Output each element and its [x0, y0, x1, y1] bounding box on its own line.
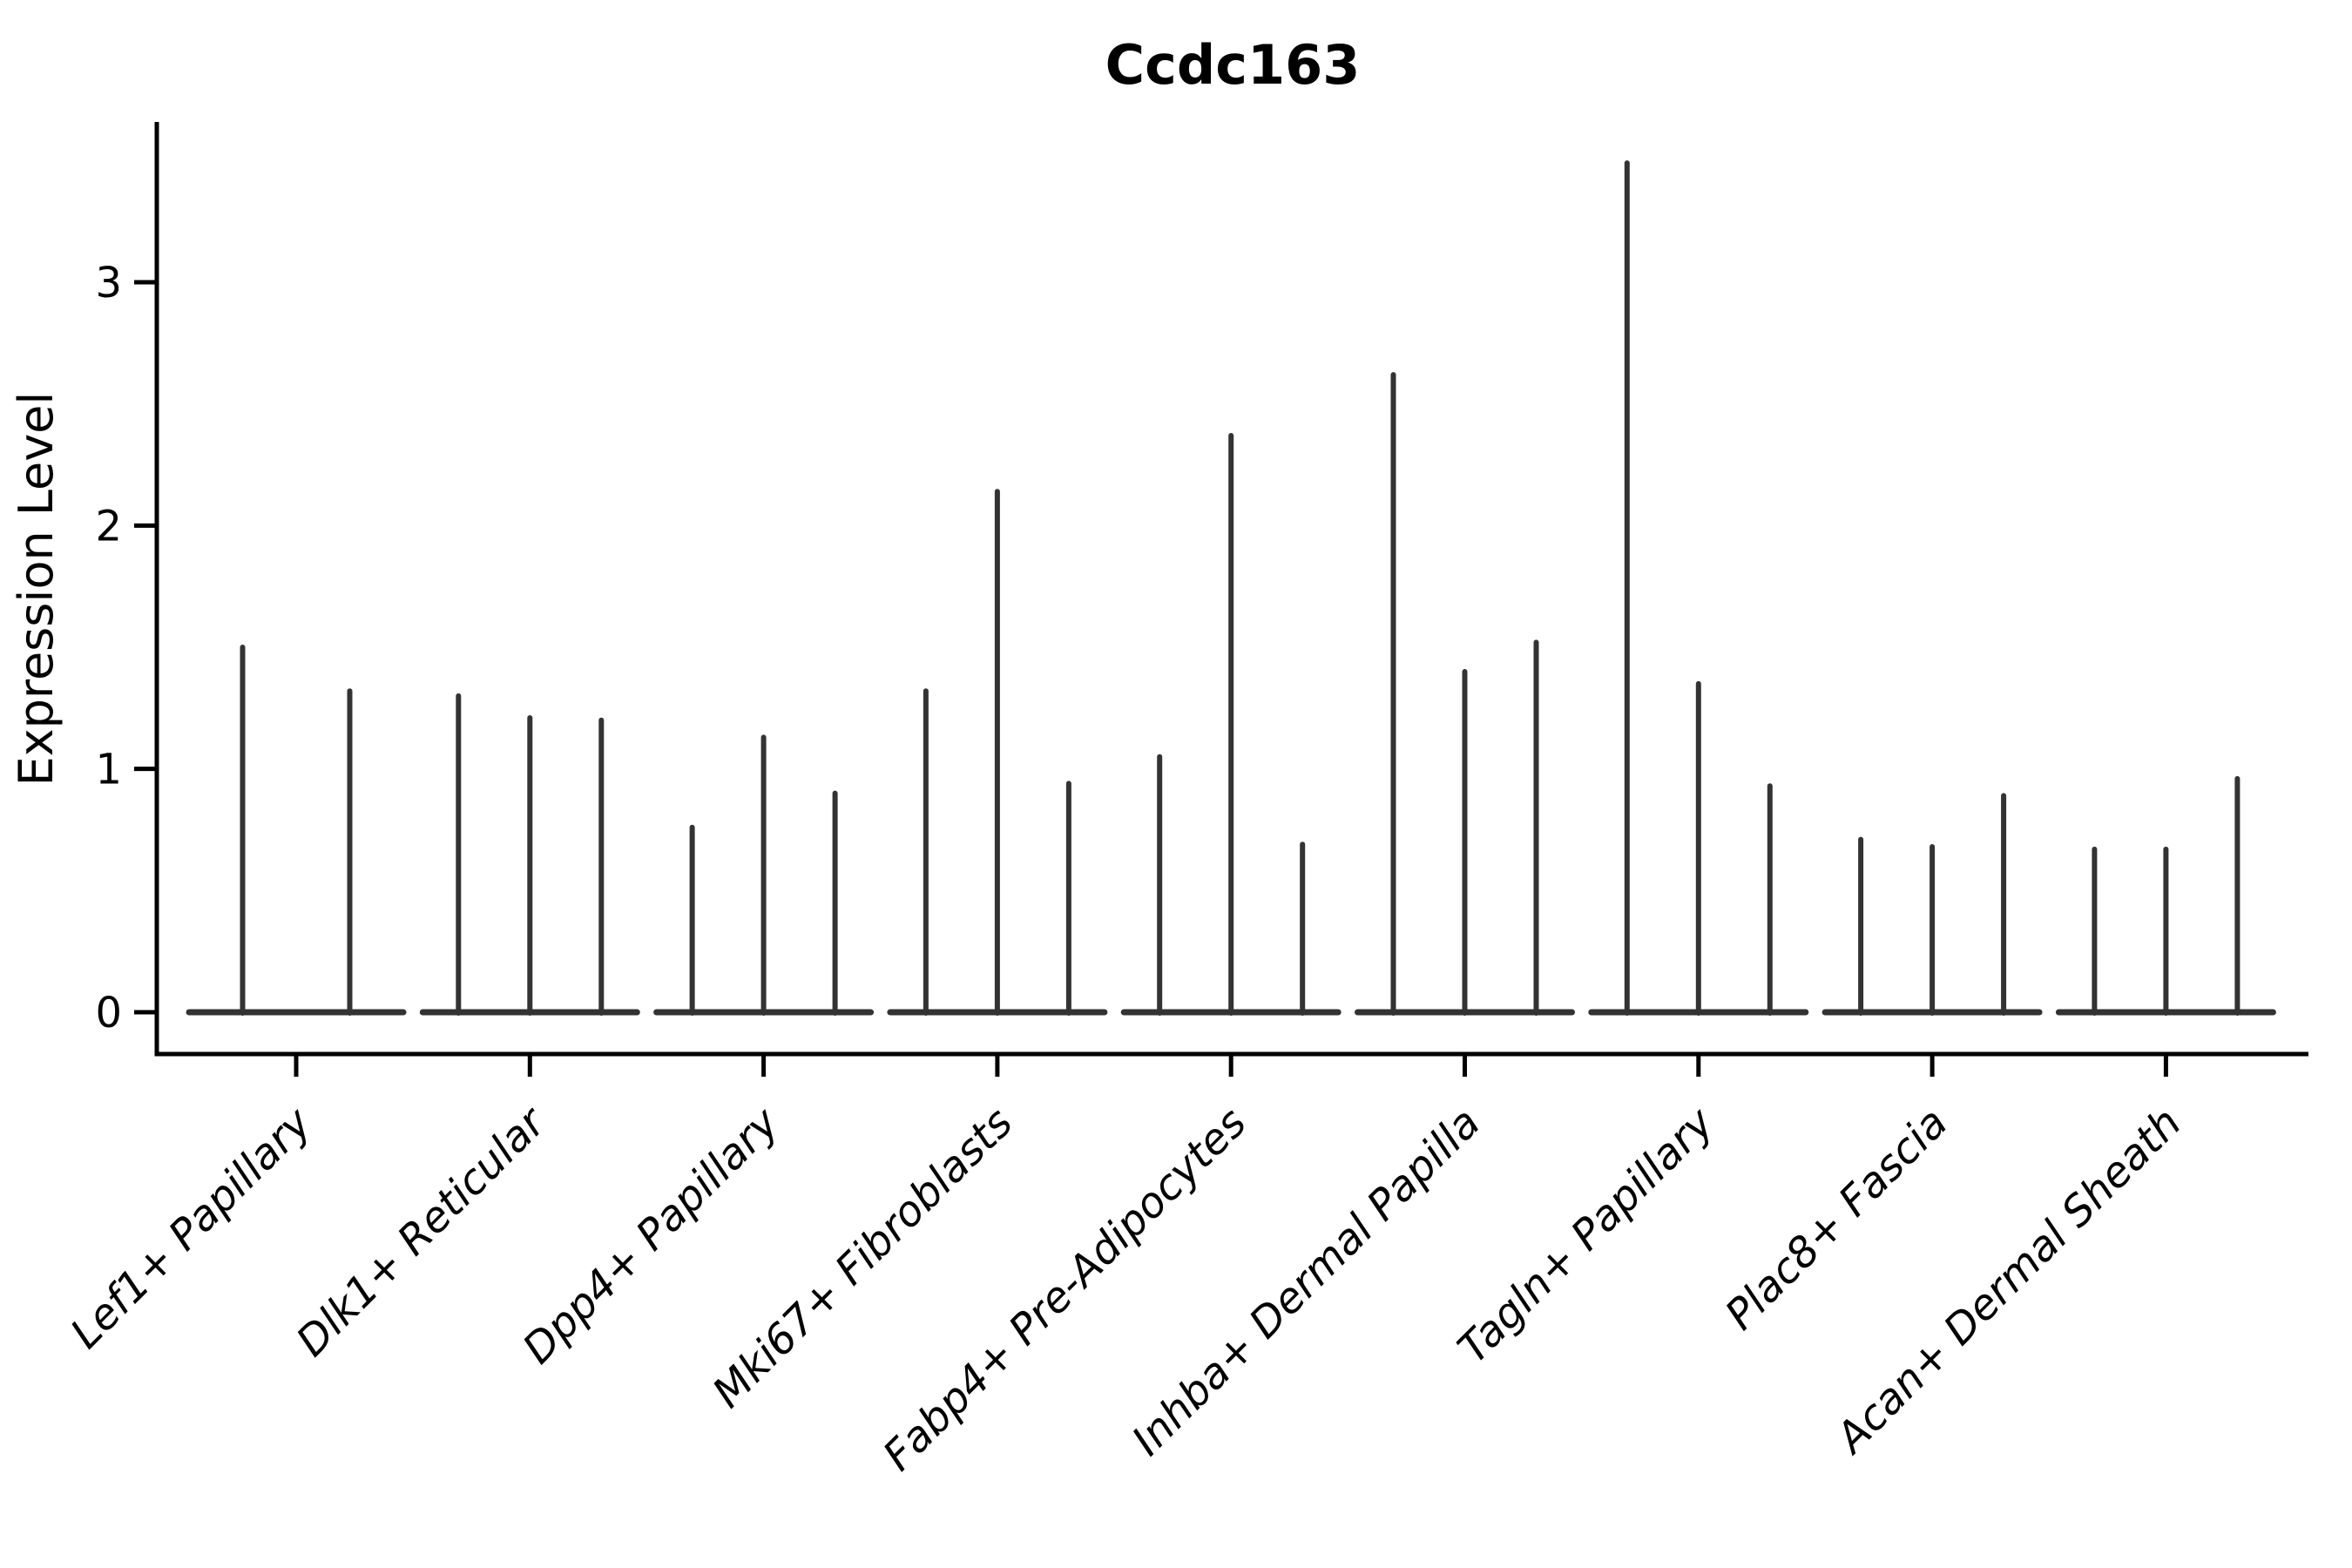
violin-group: [186, 645, 407, 1016]
violin-group: [653, 734, 875, 1016]
y-tick-label: 0: [95, 989, 122, 1037]
violin-group: [2055, 775, 2276, 1016]
violin-group: [1355, 372, 1575, 1016]
violin-group: [419, 693, 640, 1016]
violin-group: [1821, 793, 2043, 1016]
x-tick-label: Tagln+ Papillary: [1449, 1098, 1724, 1373]
y-tick-label: 1: [95, 746, 122, 794]
x-tick-label: Dpp4+ Papillary: [513, 1098, 788, 1373]
violin-group: [887, 489, 1108, 1016]
x-tick-label: Plac8+ Fascia: [1716, 1098, 1957, 1340]
violins: [186, 160, 2276, 1016]
violin-group: [1588, 160, 1809, 1016]
y-tick-label: 2: [95, 502, 122, 551]
x-tick-label: Lef1+ Papillary: [61, 1098, 321, 1358]
violin-group: [1120, 432, 1342, 1016]
axes: [134, 122, 2308, 1077]
y-tick-label: 3: [95, 259, 122, 308]
y-axis-label: Expression Level: [9, 392, 64, 787]
x-tick-label: Dlk1+ Reticular: [287, 1097, 558, 1367]
chart-title: Ccdc163: [1105, 33, 1361, 97]
